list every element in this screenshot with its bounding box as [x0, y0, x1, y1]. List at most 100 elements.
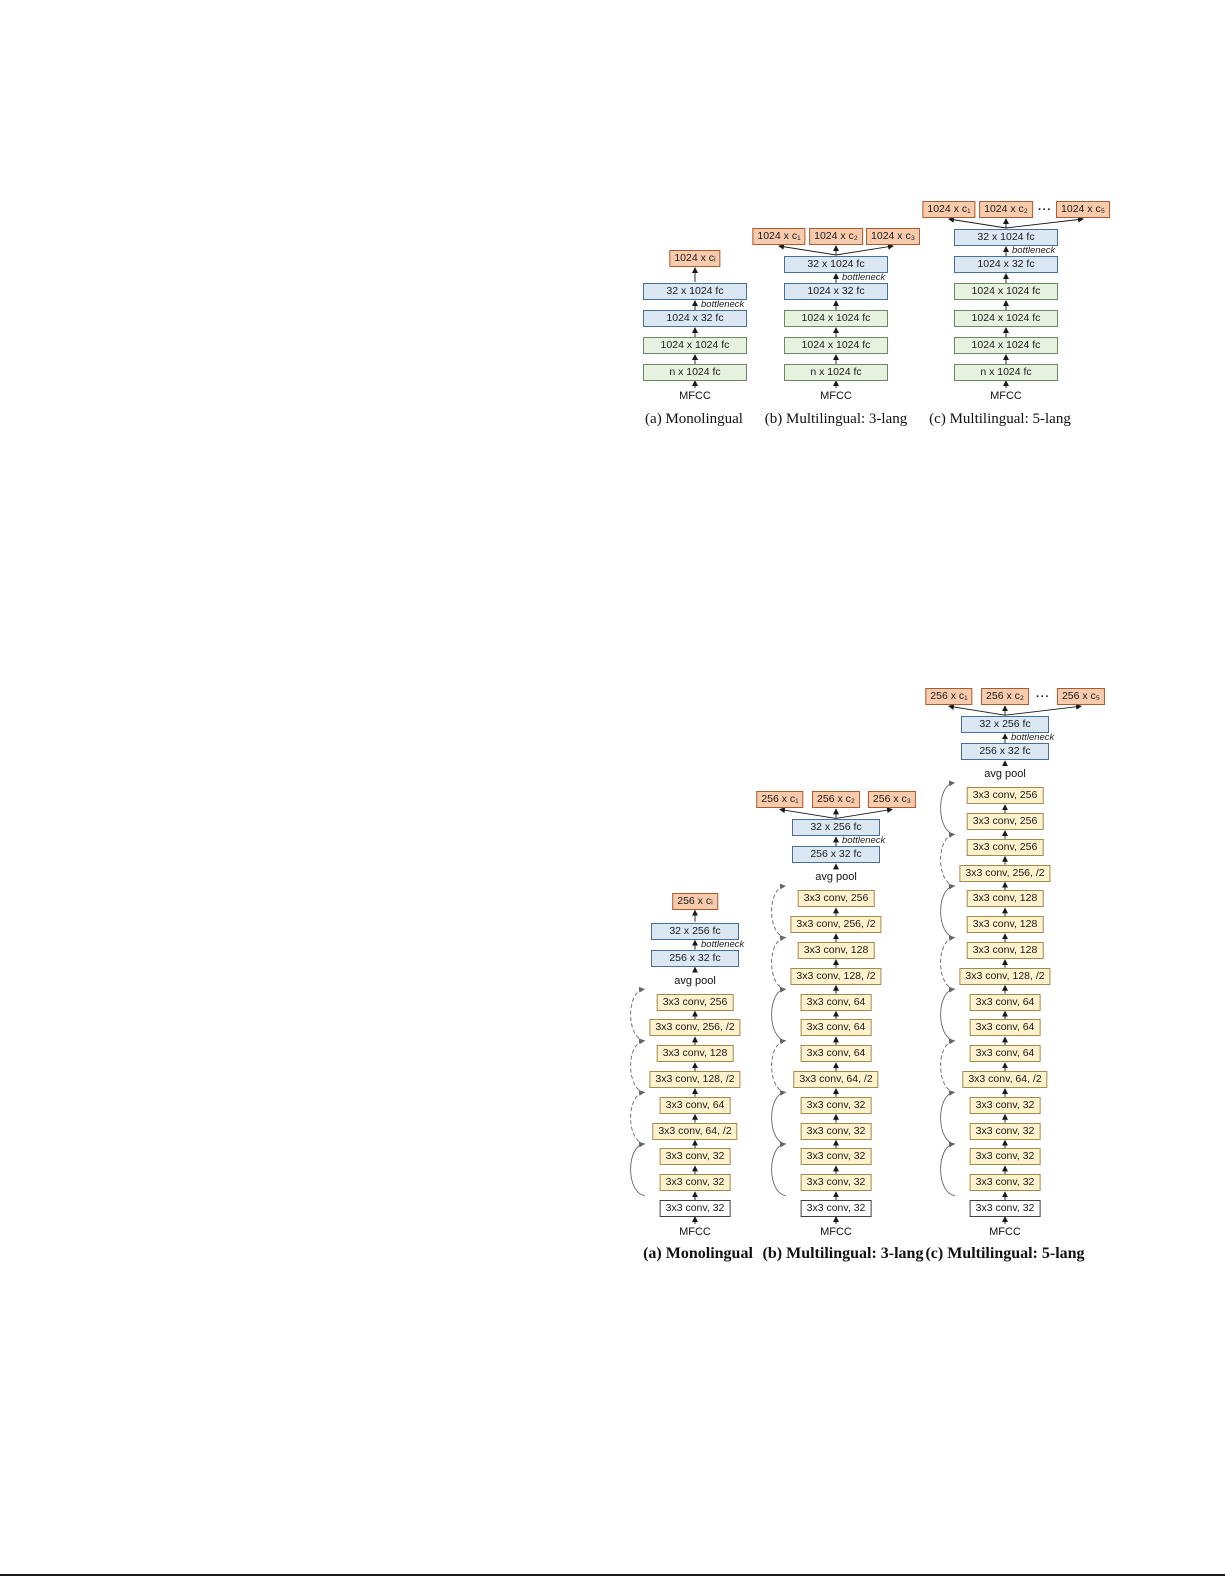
- arrow-line: [1004, 703, 1082, 716]
- conv-layer-box: 3x3 conv, 128: [966, 942, 1044, 959]
- ellipsis-label: ···: [1036, 691, 1050, 704]
- input-label: MFCC: [989, 1226, 1021, 1238]
- fc-layer-box: n x 1024 fc: [643, 364, 747, 381]
- pool-label: avg pool: [674, 974, 716, 987]
- output-box: 256 x c₂: [812, 791, 860, 809]
- fc-layer-box: 1024 x 1024 fc: [643, 337, 747, 354]
- conv-layer-box: 3x3 conv, 256, /2: [790, 916, 882, 934]
- conv-layer-box: 3x3 conv, 128, /2: [649, 1071, 741, 1088]
- fc-layer-box: 32 x 1024 fc: [954, 229, 1058, 246]
- conv-layer-box: 3x3 conv, 32: [969, 1174, 1041, 1192]
- conv-layer-box: 3x3 conv, 256, /2: [649, 1019, 741, 1037]
- output-box: 1024 x c₂: [809, 228, 863, 245]
- arrow-line: [948, 216, 1007, 229]
- fc-layer-box: 1024 x 1024 fc: [954, 337, 1058, 354]
- output-box: 256 x c₁: [925, 688, 973, 706]
- figure-caption: (a) Monolingual: [645, 411, 743, 427]
- skip-connection-arc: [771, 986, 787, 1042]
- conv-layer-box: 3x3 conv, 64: [659, 1096, 731, 1114]
- conv-layer-box: 3x3 conv, 64: [969, 1045, 1041, 1063]
- skip-connection-arc: [940, 986, 956, 1042]
- conv-layer-box: 3x3 conv, 256: [966, 813, 1044, 830]
- skip-connection-arc: [771, 1141, 787, 1197]
- output-box: 256 x c₂: [981, 688, 1029, 706]
- fc-layer-box: 32 x 256 fc: [651, 922, 739, 940]
- fc-layer-box: 32 x 256 fc: [961, 716, 1049, 734]
- conv-layer-box: 3x3 conv, 32: [800, 1174, 872, 1192]
- output-box: 256 x cᵢ: [672, 892, 718, 910]
- conv-layer-box: 3x3 conv, 32: [659, 1200, 731, 1217]
- conv-layer-box: 3x3 conv, 32: [800, 1200, 872, 1217]
- fc-layer-box: 256 x 32 fc: [792, 846, 880, 864]
- figure-caption: (b) Multilingual: 3-lang: [762, 1245, 924, 1262]
- conv-layer-box: 3x3 conv, 32: [659, 1174, 731, 1192]
- fc-layer-box: 1024 x 1024 fc: [784, 310, 888, 327]
- output-box: 1024 x c₁: [922, 201, 976, 218]
- conv-layer-box: 3x3 conv, 256: [966, 838, 1044, 856]
- conv-layer-box: 3x3 conv, 32: [659, 1148, 731, 1166]
- skip-connection-arc: [771, 1089, 787, 1145]
- conv-layer-box: 3x3 conv, 128, /2: [790, 967, 882, 985]
- conv-layer-box: 3x3 conv, 32: [800, 1096, 872, 1114]
- conv-layer-box: 3x3 conv, 128: [797, 942, 875, 959]
- fc-layer-box: 32 x 1024 fc: [643, 283, 747, 300]
- conv-layer-box: 3x3 conv, 64: [800, 1019, 872, 1037]
- conv-layer-box: 3x3 conv, 64, /2: [652, 1122, 738, 1140]
- fc-layer-box: 1024 x 32 fc: [954, 256, 1058, 273]
- ellipsis-label: ···: [1038, 204, 1052, 216]
- output-box: 256 x c₅: [1056, 688, 1106, 706]
- page-bottom-rule: [0, 1574, 1225, 1576]
- fc-layer-box: n x 1024 fc: [784, 364, 888, 381]
- bottleneck-label: bottleneck: [701, 299, 745, 310]
- output-box: 256 x c₁: [756, 791, 804, 809]
- fc-layer-box: 1024 x 32 fc: [643, 310, 747, 327]
- conv-layer-box: 3x3 conv, 64: [800, 993, 872, 1011]
- figure-caption: (c) Multilingual: 5-lang: [929, 411, 1071, 427]
- conv-layer-box: 3x3 conv, 32: [969, 1096, 1041, 1114]
- bottleneck-label: bottleneck: [1012, 245, 1056, 256]
- pool-label: avg pool: [815, 871, 857, 884]
- conv-layer-box: 3x3 conv, 32: [969, 1122, 1041, 1140]
- conv-layer-box: 3x3 conv, 256: [656, 993, 734, 1011]
- input-label: MFCC: [820, 1226, 852, 1238]
- conv-layer-box: 3x3 conv, 64: [969, 993, 1041, 1011]
- output-box: 1024 x c₂: [979, 201, 1033, 218]
- arrow-line: [779, 807, 837, 819]
- output-box: 1024 x c₁: [752, 228, 806, 245]
- figure-caption: (a) Monolingual: [643, 1245, 753, 1262]
- fc-layer-box: 256 x 32 fc: [961, 743, 1049, 761]
- conv-layer-box: 3x3 conv, 32: [800, 1122, 872, 1140]
- skip-connection-arc: [940, 1089, 956, 1145]
- conv-layer-box: 3x3 conv, 128: [966, 890, 1044, 908]
- skip-connection-arc: [940, 780, 956, 835]
- conv-layer-box: 3x3 conv, 32: [800, 1148, 872, 1166]
- bottleneck-label: bottleneck: [1011, 732, 1055, 744]
- fc-layer-box: 1024 x 32 fc: [784, 283, 888, 300]
- arrow-line: [835, 243, 894, 256]
- conv-layer-box: 3x3 conv, 256: [966, 787, 1044, 805]
- conv-layer-box: 3x3 conv, 128: [656, 1045, 734, 1063]
- figure-caption: (b) Multilingual: 3-lang: [764, 411, 908, 427]
- bottleneck-label: bottleneck: [842, 272, 886, 283]
- fc-layer-box: 1024 x 1024 fc: [954, 310, 1058, 327]
- arrow-line: [778, 243, 837, 256]
- fc-layer-box: 32 x 1024 fc: [784, 256, 888, 273]
- conv-layer-box: 3x3 conv, 32: [969, 1148, 1041, 1166]
- output-box: 1024 x c₃: [866, 228, 920, 245]
- conv-layer-box: 3x3 conv, 256, /2: [959, 864, 1051, 882]
- fc-layer-box: 256 x 32 fc: [651, 949, 739, 967]
- fc-layer-box: 1024 x 1024 fc: [954, 283, 1058, 300]
- fc-layer-box: 32 x 256 fc: [792, 819, 880, 837]
- arrow-line: [1005, 216, 1084, 229]
- skip-connection-arc: [630, 1141, 646, 1197]
- conv-layer-box: 3x3 conv, 64: [969, 1019, 1041, 1037]
- bottleneck-label: bottleneck: [842, 835, 886, 847]
- conv-layer-box: 3x3 conv, 64, /2: [962, 1071, 1048, 1088]
- input-label: MFCC: [990, 390, 1022, 402]
- fc-layer-box: 1024 x 1024 fc: [784, 337, 888, 354]
- skip-connection-arc: [940, 883, 956, 939]
- figure-caption: (c) Multilingual: 5-lang: [925, 1245, 1085, 1262]
